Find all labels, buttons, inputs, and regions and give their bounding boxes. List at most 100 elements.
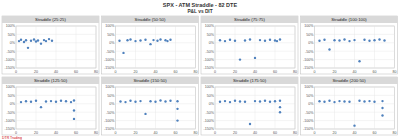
y-tick-label: 50% xyxy=(8,33,16,37)
panel-header xyxy=(301,16,398,23)
point xyxy=(373,39,375,41)
point xyxy=(249,123,251,125)
point xyxy=(358,100,360,102)
point xyxy=(164,100,166,102)
grid-line xyxy=(175,26,176,68)
point xyxy=(60,100,62,102)
point xyxy=(40,42,42,44)
footer: DTR Trading xyxy=(2,136,22,140)
panel-header xyxy=(201,16,298,23)
panel-title: Straddle (125:50) xyxy=(34,78,68,83)
grid-line xyxy=(334,87,335,129)
point xyxy=(333,101,335,103)
point xyxy=(323,39,325,41)
y-tick-label: 0% xyxy=(10,102,16,106)
panel-frame xyxy=(201,77,298,135)
point xyxy=(33,38,35,40)
point xyxy=(229,39,231,41)
grid-line xyxy=(255,26,256,68)
y-tick-label: 50% xyxy=(306,33,314,37)
y-tick-label: 100% xyxy=(205,85,215,89)
point xyxy=(119,100,121,102)
x-tick-label: 40 xyxy=(154,131,158,135)
point xyxy=(45,40,47,42)
panel-frame xyxy=(2,16,99,74)
y-tick-label: -100% xyxy=(303,119,314,123)
panel-frame xyxy=(2,77,99,135)
panel: Straddle (75:75)-150%-100%-50%0%50%100%0… xyxy=(201,16,298,74)
panel-frame xyxy=(102,77,199,135)
y-tick-label: 50% xyxy=(107,33,115,37)
grid-line xyxy=(215,26,216,68)
x-tick-label: 60 xyxy=(273,70,277,74)
x-tick-label: 40 xyxy=(54,131,58,135)
grid-line xyxy=(155,26,156,68)
grid-line xyxy=(36,87,37,129)
grid-line xyxy=(354,87,355,129)
panel: Straddle (175:50)-150%-100%-50%0%50%100%… xyxy=(201,77,298,135)
y-tick-label: -50% xyxy=(206,111,215,115)
point xyxy=(353,39,355,41)
y-tick-label: 0% xyxy=(308,102,314,106)
marks xyxy=(119,99,178,122)
point xyxy=(176,119,178,121)
panel-title: Straddle (200:50) xyxy=(332,78,366,83)
point xyxy=(118,40,120,42)
panel-title: Straddle (50:50) xyxy=(135,17,166,22)
point xyxy=(40,106,42,108)
point xyxy=(25,39,27,41)
grid-line xyxy=(76,87,77,129)
plot-frame xyxy=(215,87,295,129)
panel-frame xyxy=(102,16,199,74)
grid-line xyxy=(215,87,216,129)
y-tick-label: 50% xyxy=(207,94,215,98)
point xyxy=(249,38,251,40)
x-tick-label: 20 xyxy=(233,70,237,74)
panel-frame xyxy=(301,16,398,74)
y-tick-label: -50% xyxy=(206,50,215,54)
grid-line xyxy=(334,26,335,68)
point xyxy=(37,39,39,41)
x-tick-label: 80 xyxy=(293,131,297,135)
x-tick-label: 0 xyxy=(115,70,117,74)
panel-title: Straddle (25:25) xyxy=(35,17,66,22)
point xyxy=(224,40,226,42)
point xyxy=(244,101,246,103)
point xyxy=(368,100,370,102)
grid-line xyxy=(115,87,116,129)
point xyxy=(176,100,178,102)
y-tick-label: 100% xyxy=(205,24,215,28)
y-tick-label: 100% xyxy=(304,85,314,89)
panel-header xyxy=(102,77,199,84)
grid-line xyxy=(16,26,17,68)
grid-line xyxy=(135,87,136,129)
point xyxy=(348,40,350,42)
y-tick-label: 100% xyxy=(6,24,16,28)
point xyxy=(50,100,52,102)
panel: Straddle (150:50)-150%-100%-50%0%50%100%… xyxy=(102,77,199,135)
point xyxy=(279,38,281,40)
subtitle: P&L vs DIT xyxy=(187,9,212,14)
point xyxy=(269,39,271,41)
y-tick-label: -100% xyxy=(104,58,115,62)
x-tick-label: 0 xyxy=(314,70,316,74)
x-tick-label: 0 xyxy=(15,70,17,74)
grid-line xyxy=(275,87,276,129)
panel-title: Straddle (175:50) xyxy=(233,78,267,83)
point xyxy=(144,39,146,41)
point xyxy=(323,101,325,103)
point xyxy=(30,40,32,42)
x-tick-label: 80 xyxy=(194,70,198,74)
point xyxy=(239,58,241,60)
point xyxy=(129,38,131,40)
panel-header xyxy=(301,77,398,84)
panel-header xyxy=(2,77,99,84)
plot-frame xyxy=(215,26,295,68)
point xyxy=(166,40,168,42)
grid-line xyxy=(155,87,156,129)
point xyxy=(328,48,330,50)
point xyxy=(20,101,22,103)
point xyxy=(35,100,37,102)
x-tick-label: 60 xyxy=(74,131,78,135)
point xyxy=(274,100,276,102)
